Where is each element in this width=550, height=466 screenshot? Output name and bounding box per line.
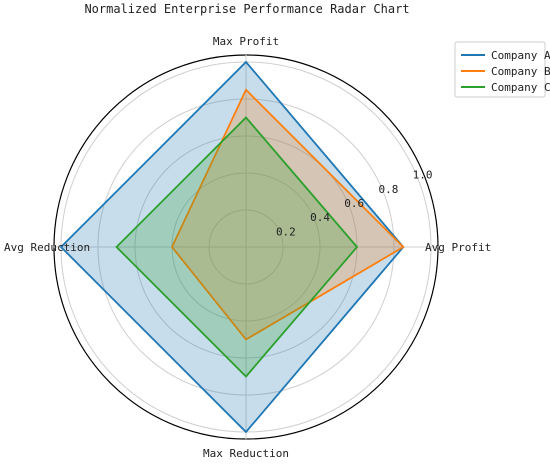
radial-tick-0.2: 0.2 bbox=[276, 225, 296, 238]
series-company-a bbox=[59, 60, 405, 434]
chart-title: Normalized Enterprise Performance Radar … bbox=[84, 2, 409, 16]
axis-label-max-reduction: Max Reduction bbox=[203, 447, 289, 460]
series-layer bbox=[59, 60, 405, 434]
radial-tick-1.0: 1.0 bbox=[413, 169, 433, 182]
axis-label-max-profit: Max Profit bbox=[213, 35, 279, 48]
axis-label-avg-profit: Avg Profit bbox=[425, 241, 491, 254]
axis-label-avg-reduction: Avg Reduction bbox=[4, 241, 90, 254]
radial-tick-0.8: 0.8 bbox=[378, 183, 398, 196]
legend: Company A Company B Company C bbox=[454, 41, 550, 98]
series-company-c bbox=[115, 116, 359, 378]
legend-label-company-b: Company B bbox=[491, 65, 550, 78]
legend-label-company-a: Company A bbox=[491, 49, 550, 62]
radial-tick-labels: 0.2 0.4 0.6 0.8 1.0 bbox=[276, 169, 433, 239]
legend-label-company-c: Company C bbox=[491, 81, 550, 94]
series-company-b bbox=[170, 88, 405, 341]
axis-labels: Avg Profit Max Profit Avg Reduction Max Red… bbox=[4, 35, 491, 460]
radial-tick-0.4: 0.4 bbox=[310, 211, 330, 224]
radial-tick-0.6: 0.6 bbox=[344, 197, 364, 210]
